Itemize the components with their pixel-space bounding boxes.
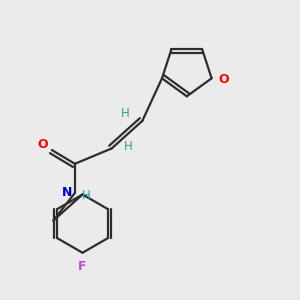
Text: H: H [124,140,133,153]
Text: O: O [218,73,229,86]
Text: N: N [61,186,72,200]
Text: F: F [78,260,87,273]
Text: H: H [121,107,130,120]
Text: H: H [82,189,91,202]
Text: O: O [37,138,48,151]
